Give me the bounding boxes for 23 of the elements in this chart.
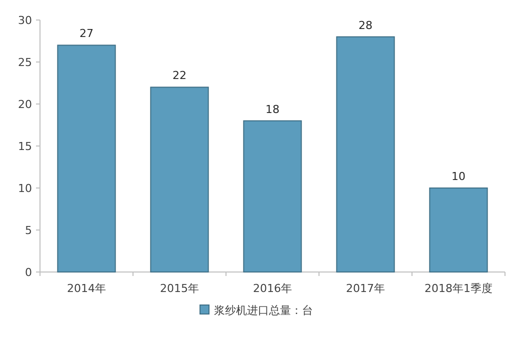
- x-tick-label: 2017年: [346, 282, 385, 295]
- bar: [336, 36, 395, 272]
- bar: [57, 44, 116, 272]
- y-tick-label: 0: [25, 266, 32, 279]
- bar: [429, 188, 488, 272]
- data-label: 28: [358, 18, 372, 32]
- data-label: 10: [452, 170, 466, 183]
- y-tick-label: 25: [18, 56, 32, 69]
- y-tick-label: 15: [18, 140, 32, 153]
- data-label: 22: [172, 69, 186, 82]
- x-tick-label: 2018年1季度: [424, 282, 492, 295]
- x-tick-label: 2016年: [253, 282, 292, 295]
- data-label: 18: [266, 102, 280, 116]
- x-tick-label: 2015年: [160, 282, 199, 295]
- bar: [243, 120, 302, 272]
- y-tick-label: 10: [18, 182, 32, 195]
- data-label: 27: [80, 27, 94, 40]
- legend-label: 浆纱机进口总量：台: [214, 304, 313, 317]
- y-tick-label: 30: [18, 14, 32, 27]
- bar: [150, 86, 209, 272]
- x-tick-label: 2014年: [67, 282, 106, 295]
- y-tick-label: 5: [25, 224, 32, 237]
- y-tick-label: 20: [18, 98, 32, 111]
